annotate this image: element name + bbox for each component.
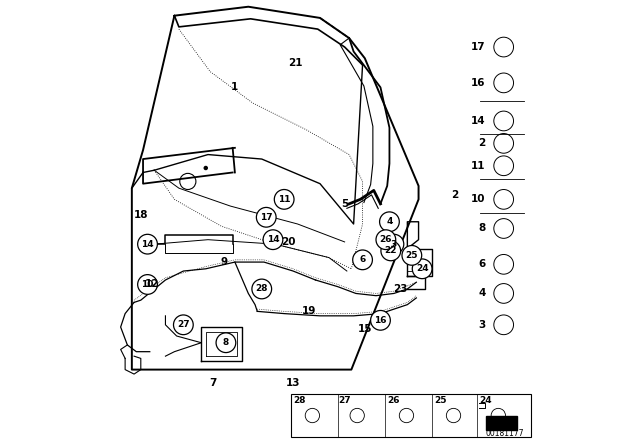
Circle shape: [275, 190, 294, 209]
Text: 6: 6: [360, 255, 365, 264]
Text: 18: 18: [134, 210, 148, 220]
Text: 15: 15: [358, 324, 372, 334]
Text: 14: 14: [141, 240, 154, 249]
Text: 7: 7: [209, 378, 216, 388]
Text: 12: 12: [145, 280, 159, 289]
Text: 13: 13: [286, 378, 300, 388]
Bar: [291, 394, 531, 437]
Text: 6: 6: [479, 259, 486, 269]
Circle shape: [371, 310, 390, 330]
Text: 20: 20: [282, 237, 296, 247]
Circle shape: [263, 230, 283, 250]
Text: 24: 24: [416, 264, 428, 273]
Text: 1: 1: [231, 82, 239, 92]
Text: 27: 27: [338, 396, 351, 405]
Text: 10: 10: [141, 280, 154, 289]
Circle shape: [252, 279, 271, 299]
Text: 17: 17: [260, 213, 273, 222]
Text: 21: 21: [288, 58, 303, 68]
Circle shape: [138, 275, 157, 294]
Circle shape: [353, 250, 372, 270]
Text: 16: 16: [374, 316, 387, 325]
Text: 23: 23: [394, 284, 408, 294]
Circle shape: [204, 166, 208, 170]
Text: 5: 5: [341, 199, 348, 209]
Text: 8: 8: [479, 224, 486, 233]
Text: 2: 2: [479, 138, 486, 148]
Text: 3: 3: [391, 240, 397, 249]
Text: 28: 28: [293, 396, 306, 405]
Circle shape: [173, 315, 193, 335]
Text: 25: 25: [435, 396, 447, 405]
Circle shape: [257, 207, 276, 227]
Circle shape: [138, 234, 157, 254]
Text: 26: 26: [387, 396, 400, 405]
Circle shape: [384, 234, 404, 254]
Circle shape: [376, 230, 396, 250]
Text: 11: 11: [278, 195, 291, 204]
Text: 4: 4: [387, 217, 392, 226]
Text: 24: 24: [479, 396, 492, 405]
Text: 00181177: 00181177: [485, 429, 524, 438]
Text: 22: 22: [385, 246, 397, 255]
Circle shape: [402, 246, 422, 265]
Text: 3: 3: [479, 320, 486, 330]
Bar: [486, 416, 517, 430]
Circle shape: [380, 212, 399, 232]
Text: 14: 14: [267, 235, 279, 244]
Text: 2: 2: [451, 190, 458, 200]
Text: 27: 27: [177, 320, 189, 329]
Text: 19: 19: [301, 306, 316, 316]
Text: 16: 16: [471, 78, 486, 88]
Text: 17: 17: [471, 42, 486, 52]
Text: 26: 26: [380, 235, 392, 244]
Text: 9: 9: [220, 257, 227, 267]
Text: 8: 8: [223, 338, 229, 347]
Text: 11: 11: [471, 161, 486, 171]
Text: 14: 14: [471, 116, 486, 126]
Text: 25: 25: [406, 251, 418, 260]
Circle shape: [412, 259, 432, 279]
Circle shape: [216, 333, 236, 353]
Text: 4: 4: [478, 289, 486, 298]
Circle shape: [381, 241, 401, 261]
Text: 28: 28: [255, 284, 268, 293]
Text: 10: 10: [471, 194, 486, 204]
